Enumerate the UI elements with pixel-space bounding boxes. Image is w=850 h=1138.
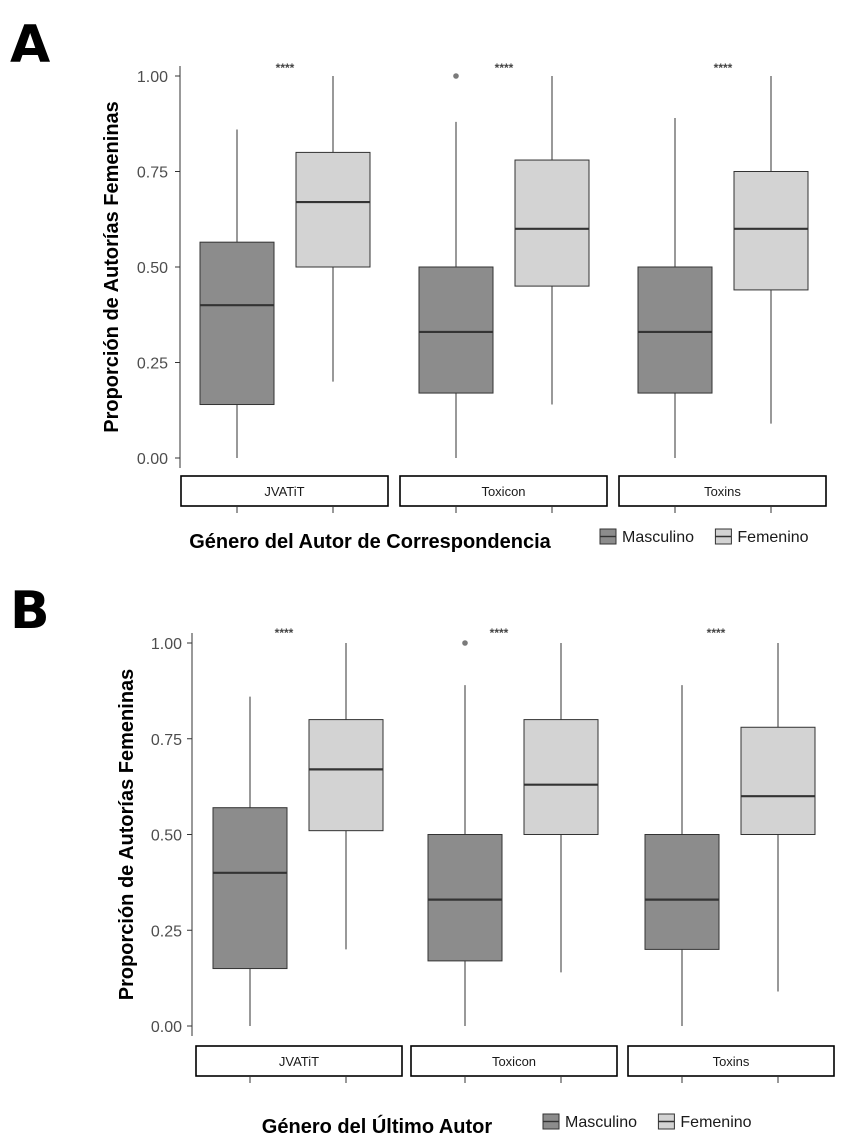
iqr-box (199, 241, 275, 406)
box-masculino (199, 129, 275, 458)
legend: Masculino Femenino (542, 1113, 752, 1131)
facet-toxins: **** Toxins (627, 626, 835, 1083)
legend-label-masculino: Masculino (622, 529, 694, 546)
facet-toxicon: **** Toxicon (410, 626, 618, 1083)
iqr-box (523, 719, 599, 835)
significance-label: **** (276, 61, 295, 75)
panel-a: A 0.00 0.25 0.50 0.75 1.00 Proporción de Autor… (10, 15, 827, 553)
significance-label: **** (495, 61, 514, 75)
facet-strip (399, 475, 608, 507)
y-tick-label: 0.00 (137, 451, 168, 468)
facet-strip (618, 475, 827, 507)
facet-jvatit: **** JVATiT (195, 626, 403, 1083)
box-femenino (733, 76, 809, 424)
iqr-box (637, 266, 713, 394)
facet-strip-label: Toxicon (481, 484, 525, 499)
y-axis-title: Proporción de Autorías Femeninas (116, 669, 138, 1001)
facet-strip-label: Toxins (713, 1054, 750, 1069)
box-femenino (523, 643, 599, 973)
y-tick-label: 0.50 (137, 260, 168, 277)
y-axis-title: Proporción de Autorías Femeninas (101, 101, 123, 433)
panel-b: B 0.00 0.25 0.50 0.75 1.00 Proporción de Autor… (10, 581, 835, 1138)
significance-label: **** (490, 626, 509, 640)
iqr-box (733, 171, 809, 291)
box-masculino (418, 73, 494, 458)
facet-strip-label: Toxins (704, 484, 741, 499)
facet-toxicon: **** Toxicon (399, 61, 608, 513)
y-tick-label: 1.00 (151, 636, 182, 653)
significance-label: **** (707, 626, 726, 640)
box-femenino (514, 76, 590, 405)
y-tick-label: 0.75 (151, 732, 182, 749)
iqr-box (427, 834, 503, 962)
y-tick-label: 0.25 (137, 356, 168, 373)
x-axis-title: Género del Autor de Correspondencia (189, 531, 551, 553)
iqr-box (514, 159, 590, 287)
box-masculino (644, 685, 720, 1026)
facet-jvatit: **** JVATiT (180, 61, 389, 513)
box-femenino (308, 643, 384, 950)
significance-label: **** (714, 61, 733, 75)
box-masculino (212, 696, 288, 1026)
y-tick-label: 0.00 (151, 1019, 182, 1036)
legend-label-masculino: Masculino (565, 1114, 637, 1131)
iqr-box (295, 151, 371, 268)
y-tick-label: 0.75 (137, 165, 168, 182)
facet-strip-label: JVATiT (264, 484, 304, 499)
facet-strip (180, 475, 389, 507)
significance-label: **** (275, 626, 294, 640)
panel-letter: A (10, 15, 50, 75)
panel-letter: B (10, 581, 50, 641)
facet-strip-label: Toxicon (492, 1054, 536, 1069)
facet-strip (627, 1045, 835, 1077)
iqr-box (418, 266, 494, 394)
iqr-box (212, 807, 288, 970)
box-femenino (740, 643, 816, 992)
box-masculino (637, 118, 713, 458)
iqr-box (308, 719, 384, 832)
facet-strip (410, 1045, 618, 1077)
legend-label-femenino: Femenino (737, 529, 808, 546)
x-axis-title: Género del Último Autor (262, 1114, 493, 1138)
box-masculino (427, 640, 503, 1026)
facet-strip-label: JVATiT (279, 1054, 319, 1069)
iqr-box (644, 834, 720, 950)
facet-strip (195, 1045, 403, 1077)
facet-toxins: **** Toxins (618, 61, 827, 513)
y-tick-label: 0.25 (151, 923, 182, 940)
y-tick-label: 1.00 (137, 69, 168, 86)
box-femenino (295, 76, 371, 382)
outlier-point (462, 640, 468, 646)
outlier-point (453, 73, 459, 79)
y-tick-label: 0.50 (151, 828, 182, 845)
iqr-box (740, 726, 816, 836)
legend-label-femenino: Femenino (680, 1114, 751, 1131)
legend: Masculino Femenino (599, 528, 809, 546)
